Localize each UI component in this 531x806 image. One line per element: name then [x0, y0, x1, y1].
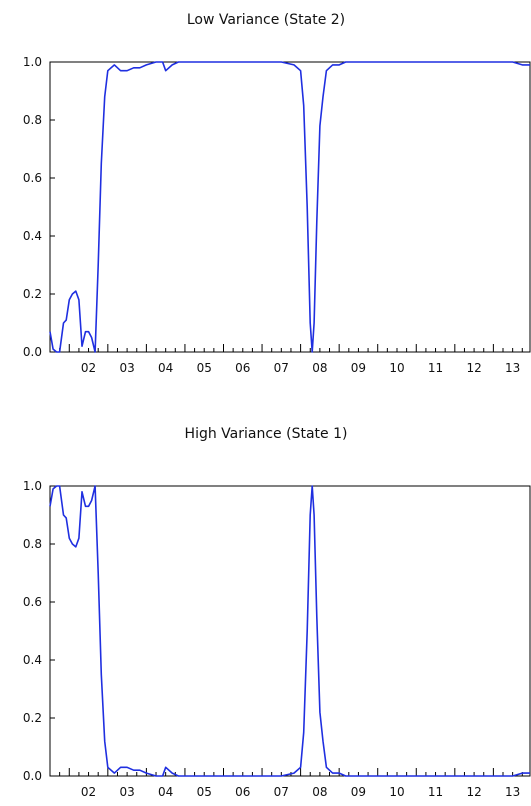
y-tick-label: 0.6: [23, 171, 42, 185]
x-tick-label: 12: [466, 361, 481, 375]
x-tick-label: 05: [197, 361, 212, 375]
x-tick-label: 10: [389, 785, 404, 799]
x-tick-label: 09: [351, 785, 366, 799]
y-tick-label: 0.2: [23, 711, 42, 725]
y-axis: 0.0 0.2 0.4 0.6 0.8 1.0: [23, 479, 55, 783]
x-tick-label: 08: [312, 785, 327, 799]
x-axis: 02 03 04 05 06 07 08 09 10 11 12 13: [59, 768, 523, 799]
x-tick-label: 12: [466, 785, 481, 799]
chart-high-variance: High Variance (State 1) 0.0 0.2 0.4 0.6 0.8 1…: [23, 426, 531, 799]
chart-title-low-variance: Low Variance (State 2): [187, 12, 345, 28]
x-tick-label: 10: [389, 361, 404, 375]
plot-frame: [49, 61, 531, 353]
x-tick-label: 06: [235, 361, 250, 375]
x-tick-label: 04: [158, 361, 173, 375]
x-tick-label: 11: [428, 361, 443, 375]
series-line-low-variance: [49, 61, 530, 353]
y-tick-label: 0.8: [23, 537, 42, 551]
x-tick-label: 03: [119, 361, 134, 375]
x-axis: 02 03 04 05 06 07 08 09 10 11 12 13: [59, 344, 523, 375]
x-tick-label: 13: [505, 785, 520, 799]
x-tick-label: 06: [235, 785, 250, 799]
x-tick-label: 07: [274, 361, 289, 375]
chart-low-variance: Low Variance (State 2) 0.0 0.2 0.4 0.6 0.8 1.…: [23, 12, 531, 375]
x-tick-label: 13: [505, 361, 520, 375]
y-tick-label: 0.2: [23, 287, 42, 301]
series-line-high-variance: [49, 485, 530, 777]
x-tick-label: 05: [197, 785, 212, 799]
x-tick-label: 07: [274, 785, 289, 799]
plot-frame: [49, 485, 531, 777]
x-tick-label: 02: [81, 361, 96, 375]
y-tick-label: 0.4: [23, 653, 42, 667]
x-tick-label: 11: [428, 785, 443, 799]
x-tick-label: 09: [351, 361, 366, 375]
chart-title-high-variance: High Variance (State 1): [185, 426, 348, 442]
y-axis: 0.0 0.2 0.4 0.6 0.8 1.0: [23, 55, 55, 359]
x-tick-label: 08: [312, 361, 327, 375]
x-tick-label: 02: [81, 785, 96, 799]
y-tick-label: 0.4: [23, 229, 42, 243]
y-tick-label: 1.0: [23, 479, 42, 493]
y-tick-label: 1.0: [23, 55, 42, 69]
x-tick-label: 03: [119, 785, 134, 799]
y-tick-label: 0.0: [23, 345, 42, 359]
x-tick-label: 04: [158, 785, 173, 799]
y-tick-label: 0.6: [23, 595, 42, 609]
y-tick-label: 0.0: [23, 769, 42, 783]
y-tick-label: 0.8: [23, 113, 42, 127]
